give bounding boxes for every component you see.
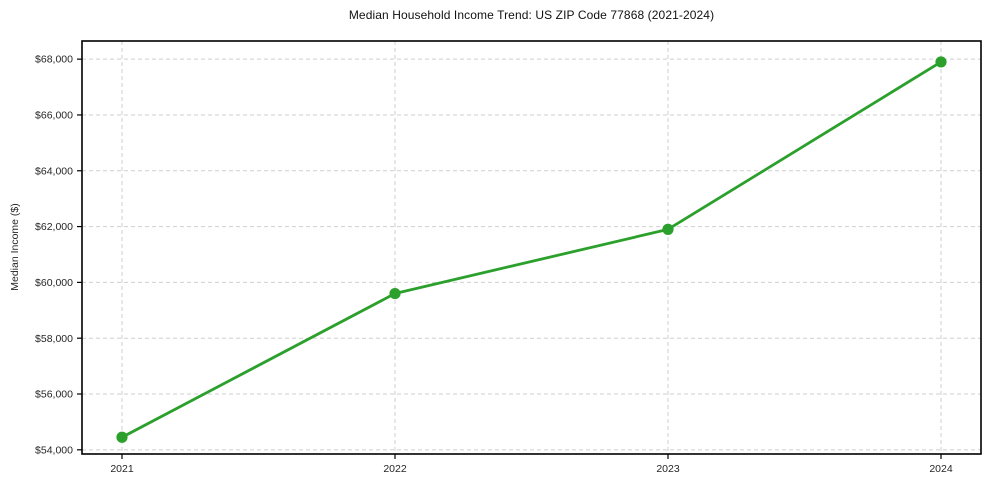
data-point-2022 <box>389 287 401 300</box>
chart-title: Median Household Income Trend: US ZIP Co… <box>348 8 715 22</box>
y-tick-label: $68,000 <box>35 54 73 66</box>
data-point-2024 <box>935 56 947 68</box>
y-tick-label: $58,000 <box>35 333 73 345</box>
y-tick-label: $60,000 <box>35 277 73 289</box>
y-tick-label: $56,000 <box>35 389 73 401</box>
x-tick-label: 2023 <box>656 463 680 475</box>
y-tick-label: $62,000 <box>35 221 73 233</box>
y-tick-label: $66,000 <box>35 110 73 122</box>
data-point-2021 <box>116 431 128 443</box>
x-tick-label: 2024 <box>929 463 953 475</box>
trend-line <box>120 60 943 439</box>
data-point-2023 <box>662 223 674 235</box>
y-tick-label: $64,000 <box>35 165 73 177</box>
y-tick-label: $54,000 <box>35 444 73 456</box>
x-tick-label: 2021 <box>110 463 134 475</box>
x-tick-label: 2022 <box>383 463 407 475</box>
axes-frame <box>81 40 982 455</box>
